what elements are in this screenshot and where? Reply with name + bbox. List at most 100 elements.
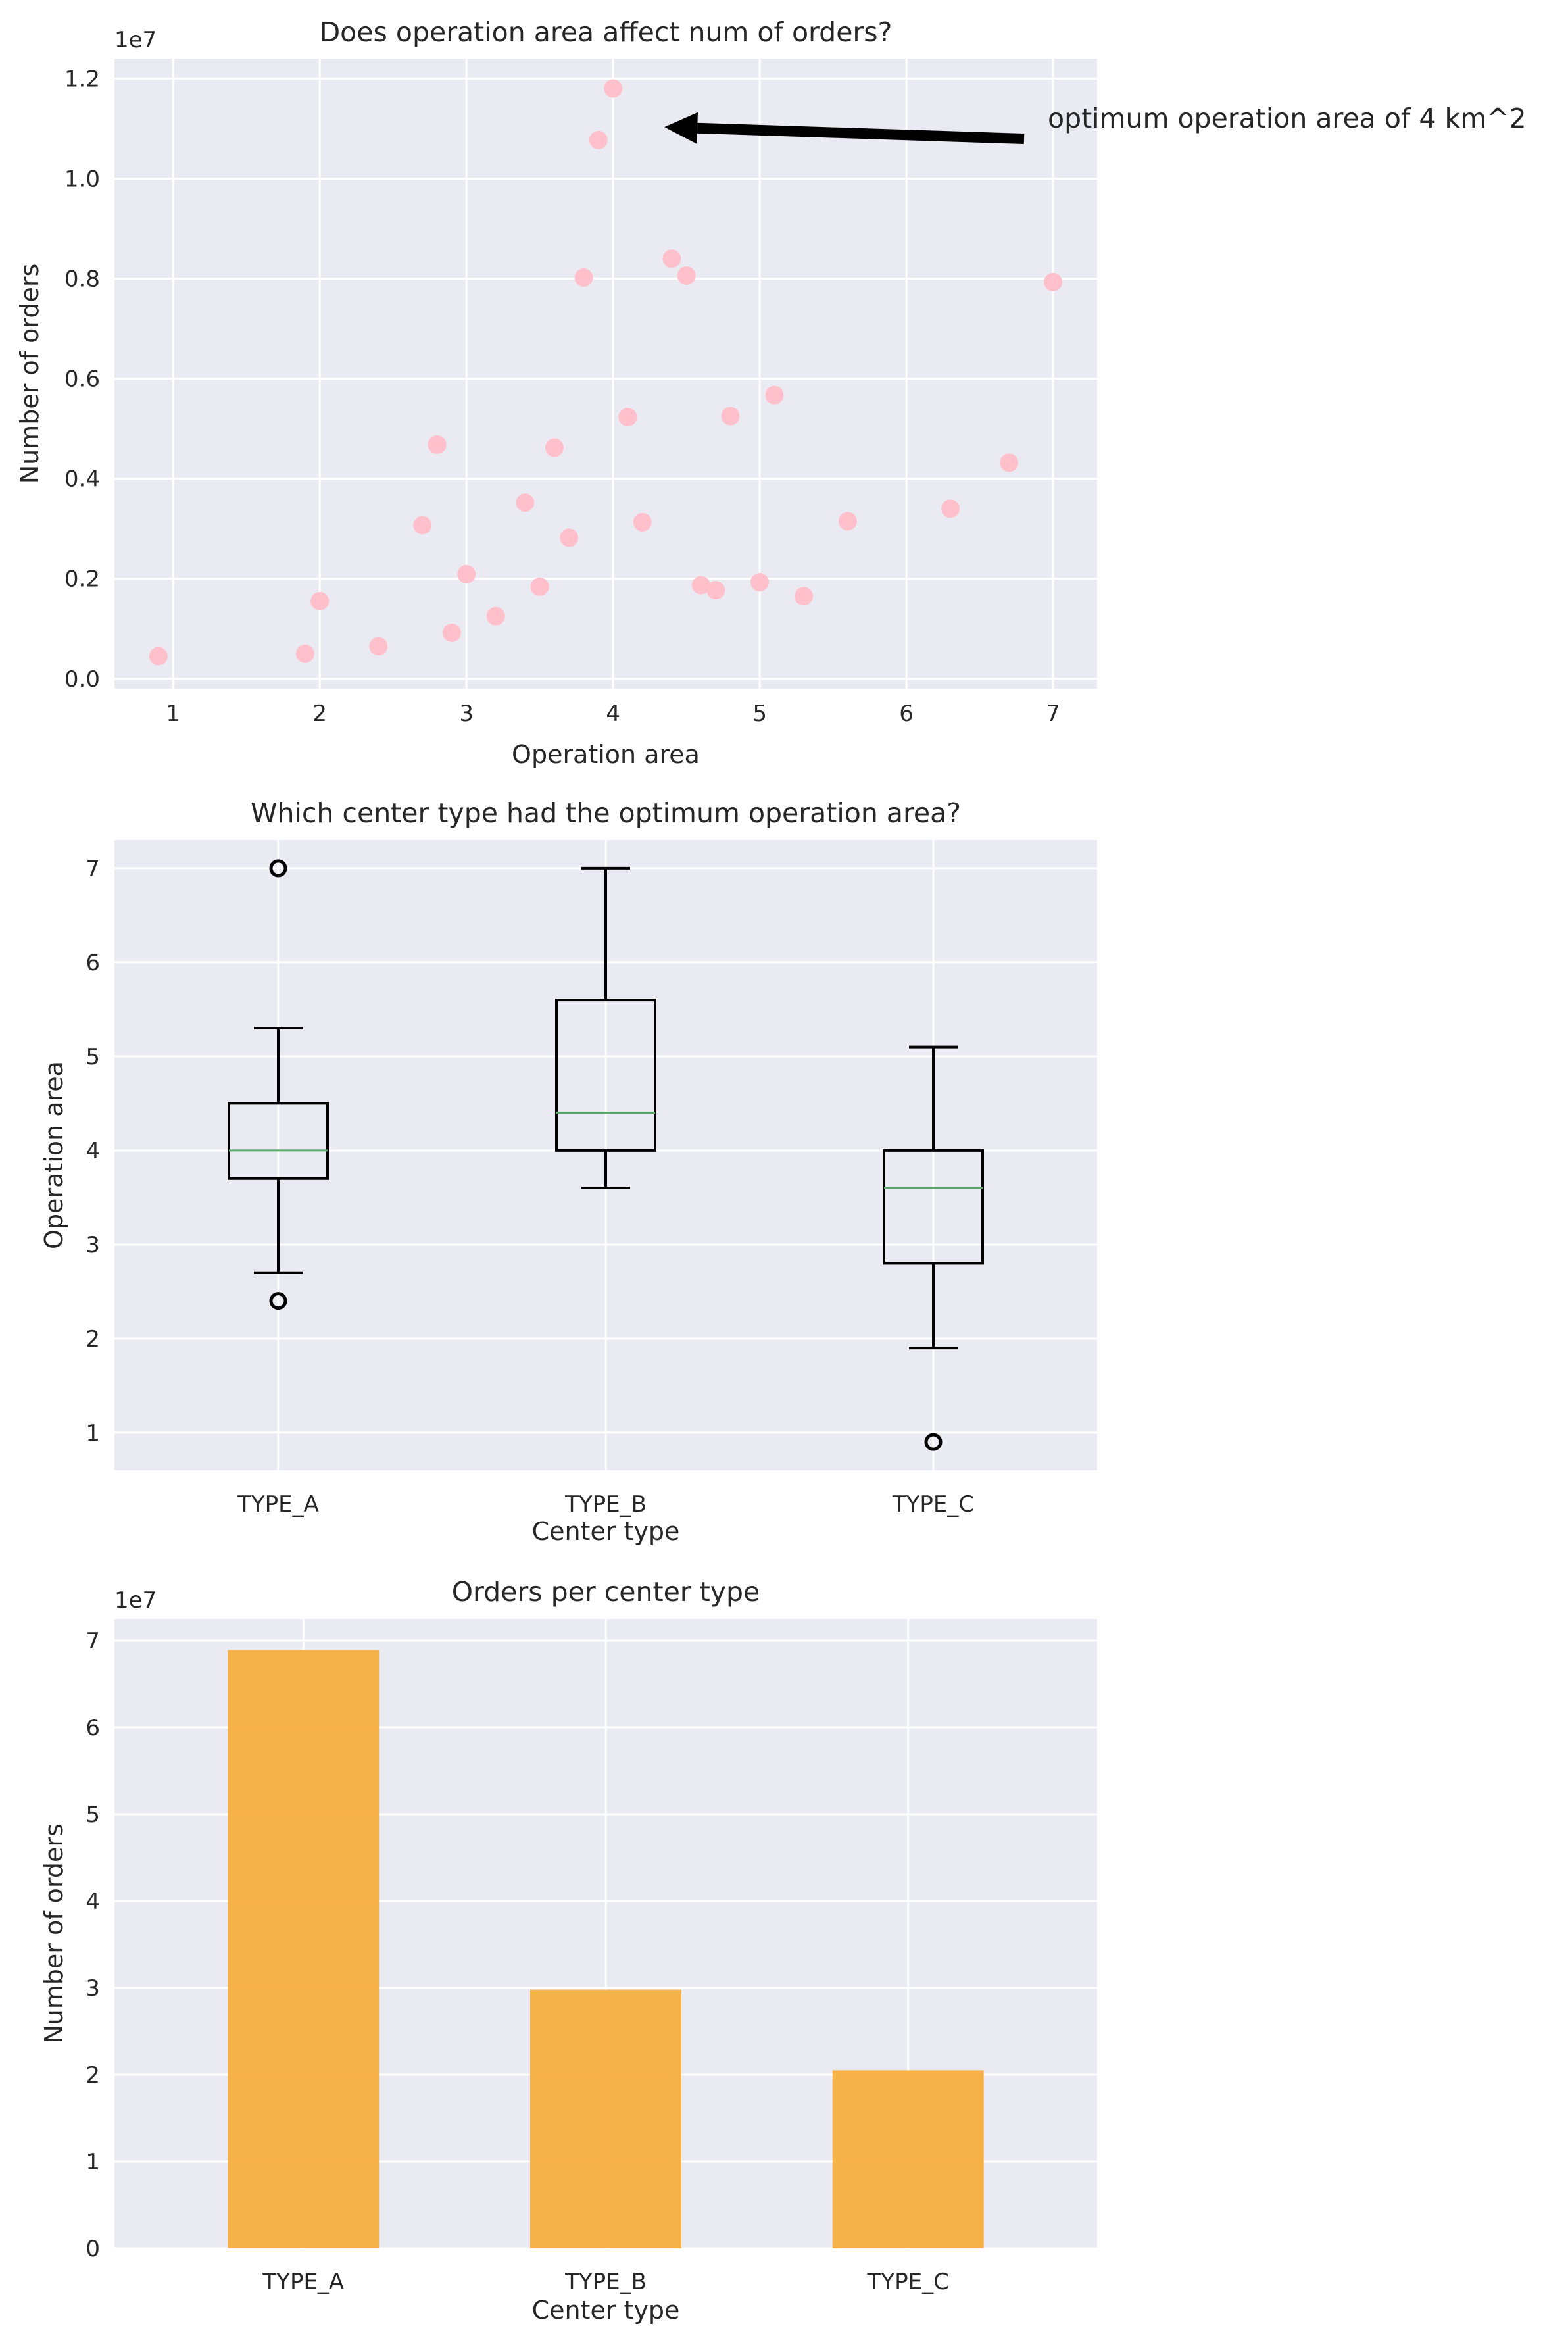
y-tick-label: 4	[86, 1138, 100, 1164]
x-tick-label: 6	[899, 701, 914, 727]
box-x-tick-labels: TYPE_A TYPE_B TYPE_C	[237, 1491, 974, 1518]
x-tick-label: 2	[312, 701, 327, 727]
x-tick-label: TYPE_C	[867, 2269, 949, 2295]
bar-y-axis-label: Number of orders	[39, 1823, 68, 2044]
y-tick-label: 0.0	[64, 666, 100, 693]
bar-y-tick-labels: 0 1 2 3 4 5 6 7	[86, 1628, 100, 2262]
box-y-tick-labels: 1 2 3 4 5 6 7	[86, 856, 100, 1447]
annotation-arrow	[664, 112, 1025, 145]
scatter-title: Does operation area affect num of orders…	[320, 16, 893, 48]
y-tick-label: 4	[86, 1889, 100, 1915]
scatter-point	[530, 577, 549, 596]
scatter-point	[457, 564, 476, 583]
bars	[228, 1650, 984, 2248]
y-tick-label: 2	[86, 2062, 100, 2089]
y-tick-label: 0.8	[64, 266, 100, 293]
scatter-point	[604, 79, 623, 98]
scatter-point	[750, 573, 770, 592]
scatter-point	[428, 435, 447, 454]
scatter-gridlines	[114, 59, 1097, 689]
scatter-point	[486, 606, 505, 626]
scatter-point	[413, 516, 432, 535]
scatter-x-axis-label: Operation area	[512, 740, 700, 769]
y-tick-label: 1	[86, 1420, 100, 1447]
scatter-point	[1044, 272, 1063, 291]
box-title: Which center type had the optimum operat…	[251, 797, 961, 829]
y-tick-label: 1	[86, 2149, 100, 2175]
scatter-point	[765, 385, 784, 405]
scatter-points	[149, 79, 1063, 666]
scatter-point	[721, 407, 740, 426]
scatter-point	[442, 623, 461, 642]
x-tick-label: TYPE_C	[892, 1491, 974, 1518]
y-tick-label: 1.0	[64, 166, 100, 192]
scatter-y-axis-label: Number of orders	[15, 264, 44, 484]
x-tick-label: 7	[1046, 701, 1060, 727]
scatter-point	[1000, 453, 1019, 472]
x-tick-label: 4	[606, 701, 620, 727]
bar-x-tick-labels: TYPE_A TYPE_B TYPE_C	[262, 2269, 948, 2295]
scatter-point	[662, 249, 681, 268]
y-tick-label: 6	[86, 1715, 100, 1741]
x-tick-label: 1	[166, 701, 180, 727]
y-tick-label: 5	[86, 1802, 100, 1828]
box-x-axis-label: Center type	[532, 1517, 680, 1546]
annotation-arrow-shaft	[697, 122, 1025, 145]
box-plot-chart: TYPE_A TYPE_B TYPE_C 1 2 3 4 5 6 7 Which center …	[39, 797, 1097, 1546]
y-tick-label: 0.4	[64, 466, 100, 493]
bar	[832, 2070, 984, 2248]
scatter-point	[633, 512, 652, 532]
y-tick-label: 3	[86, 1975, 100, 2002]
x-tick-label: TYPE_B	[564, 1491, 647, 1518]
y-tick-label: 3	[86, 1232, 100, 1258]
box	[555, 999, 656, 1152]
y-tick-label: 1.2	[64, 66, 100, 92]
scatter-y-tick-labels: 0.0 0.2 0.4 0.6 0.8 1.0 1.2	[64, 66, 100, 692]
scatter-point	[574, 268, 593, 287]
y-tick-label: 0	[86, 2236, 100, 2262]
scatter-point	[516, 493, 535, 512]
bar-chart: TYPE_A TYPE_B TYPE_C 0 1 2 3 4 5 6 7 Orders per c…	[39, 1576, 1097, 2325]
y-tick-label: 0.2	[64, 566, 100, 593]
annotation-arrow-head	[664, 112, 698, 144]
box	[883, 1149, 984, 1265]
scatter-point	[795, 587, 814, 606]
bar	[228, 1650, 380, 2248]
bar-x-axis-label: Center type	[532, 2296, 680, 2325]
outlier-point	[924, 1433, 943, 1451]
outlier-point	[269, 1292, 287, 1310]
scatter-x-tick-labels: 1 2 3 4 5 6 7	[166, 701, 1060, 727]
x-tick-label: 3	[459, 701, 474, 727]
scatter-point	[369, 637, 388, 656]
y-tick-label: 2	[86, 1326, 100, 1352]
scatter-point	[295, 644, 314, 663]
scatter-point	[706, 581, 725, 600]
scatter-point	[691, 576, 710, 595]
y-tick-label: 7	[86, 1628, 100, 1654]
bar	[530, 1989, 681, 2248]
scatter-point	[677, 266, 696, 285]
x-tick-label: 5	[752, 701, 767, 727]
scatter-point	[310, 591, 330, 610]
scatter-point	[149, 647, 168, 666]
y-tick-label: 6	[86, 950, 100, 976]
outlier-point	[269, 859, 287, 878]
scatter-chart: 1 2 3 4 5 6 7 0.0 0.2 0.4 0.6 0.8 1.0 1.2 Does opera…	[15, 16, 1527, 769]
box-y-axis-label: Operation area	[39, 1061, 68, 1249]
scatter-y-offset-label: 1e7	[114, 27, 157, 53]
scatter-point	[589, 130, 608, 149]
y-tick-label: 5	[86, 1044, 100, 1070]
x-tick-label: TYPE_B	[564, 2269, 647, 2295]
scatter-point	[618, 408, 637, 427]
x-tick-label: TYPE_A	[262, 2269, 344, 2295]
scatter-point	[560, 528, 579, 547]
x-tick-label: TYPE_A	[237, 1491, 319, 1518]
annotation-text: optimum operation area of 4 km^2	[1048, 103, 1527, 134]
bar-title: Orders per center type	[452, 1576, 760, 1608]
y-tick-label: 7	[86, 856, 100, 882]
scatter-point	[941, 499, 960, 518]
bar-y-offset-label: 1e7	[114, 1587, 157, 1614]
scatter-point	[545, 438, 564, 457]
boxes	[228, 859, 984, 1451]
